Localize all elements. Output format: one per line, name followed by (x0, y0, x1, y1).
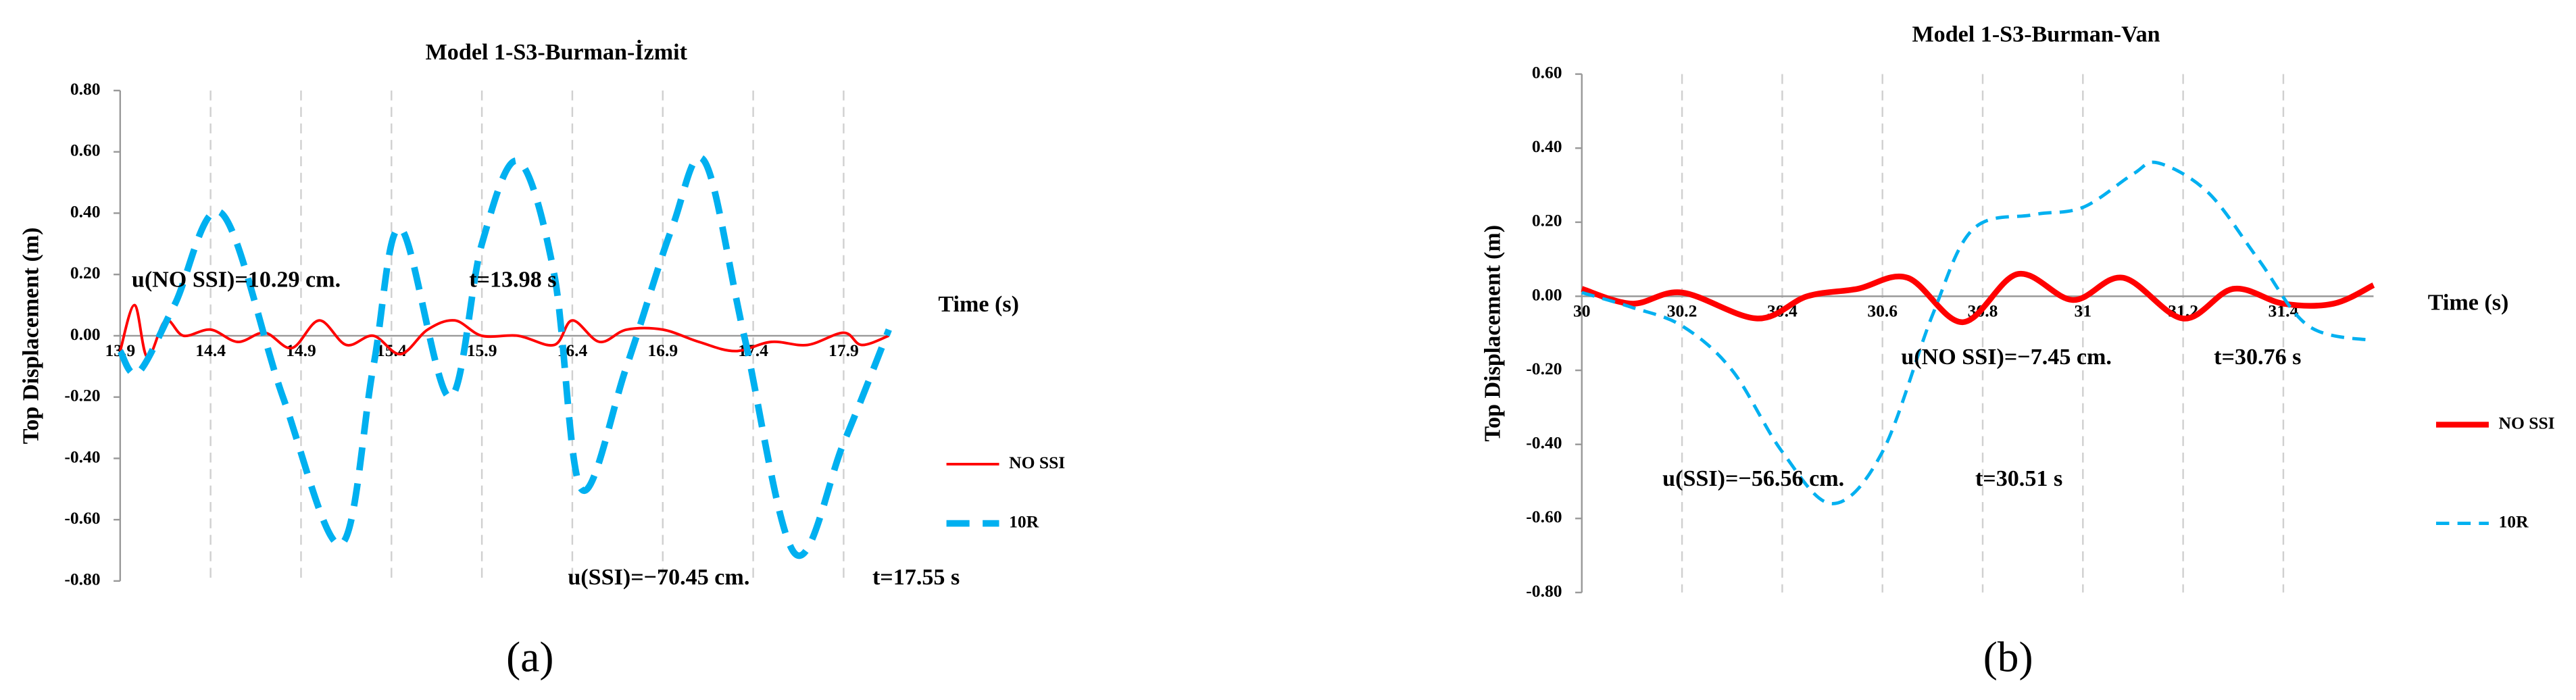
y-tick-label: -0.20 (64, 386, 100, 405)
y-tick-label: -0.40 (1526, 433, 1562, 453)
y-tick-label: 0.20 (70, 263, 101, 282)
x-tick-label: 31 (2075, 301, 2092, 321)
y-tick-label: -0.60 (1526, 507, 1562, 526)
x-tick-label: 30.2 (1667, 301, 1698, 321)
legend-label: NO SSI (2499, 413, 2555, 432)
x-tick-label: 14.4 (195, 341, 226, 360)
series-line (117, 154, 892, 559)
legend-label: 10R (2499, 511, 2529, 531)
annotation: u(SSI)=−70.45 cm. (568, 565, 749, 590)
legend-label: NO SSI (1009, 453, 1065, 472)
chart-title: Model 1-S3-Burman-Van (1912, 22, 2160, 47)
chart-title: Model 1-S3-Burman-İzmit (426, 39, 688, 65)
y-tick-label: 0.60 (1532, 63, 1562, 82)
annotation: u(NO SSI)=10.29 cm. (132, 267, 341, 292)
y-tick-label: 0.80 (70, 79, 101, 99)
y-axis-title: Top Displacement (m) (19, 228, 44, 445)
x-tick-label: 30 (1573, 301, 1591, 321)
annotation: u(SSI)=−56.56 cm. (1662, 466, 1844, 491)
y-tick-label: -0.20 (1526, 359, 1562, 378)
annotation: t=17.55 s (872, 565, 960, 590)
y-axis-title: Top Displacement (m) (1481, 225, 1506, 442)
annotation: u(NO SSI)=−7.45 cm. (1901, 345, 2112, 370)
y-tick-label: 0.60 (70, 141, 101, 160)
y-tick-label: -0.40 (64, 447, 100, 466)
y-tick-label: 0.40 (1532, 136, 1562, 156)
y-tick-label: 0.00 (70, 324, 101, 344)
x-axis-title: Time (s) (938, 292, 1019, 317)
x-tick-label: 16.9 (647, 341, 678, 360)
panel-label: (a) (506, 634, 553, 681)
series-line (1581, 270, 2375, 326)
panel-label: (b) (1983, 634, 2033, 681)
legend-label: 10R (1009, 511, 1039, 531)
y-tick-label: -0.80 (64, 570, 100, 589)
y-tick-label: -0.60 (64, 508, 100, 528)
x-tick-label: 17.9 (828, 341, 859, 360)
y-tick-label: 0.20 (1532, 211, 1562, 230)
x-tick-label: 14.9 (286, 341, 316, 360)
series-line (118, 303, 890, 359)
x-axis-title: Time (s) (2428, 290, 2509, 315)
annotation: t=30.76 s (2214, 345, 2301, 370)
x-tick-label: 30.6 (1867, 301, 1898, 321)
y-tick-label: 0.00 (1532, 284, 1562, 304)
x-tick-label: 15.9 (467, 341, 497, 360)
annotation: t=13.98 s (469, 267, 556, 292)
y-tick-label: 0.40 (70, 201, 101, 221)
annotation: t=30.51 s (1975, 466, 2062, 491)
y-tick-label: -0.80 (1526, 581, 1562, 601)
series-line (1581, 160, 2374, 505)
